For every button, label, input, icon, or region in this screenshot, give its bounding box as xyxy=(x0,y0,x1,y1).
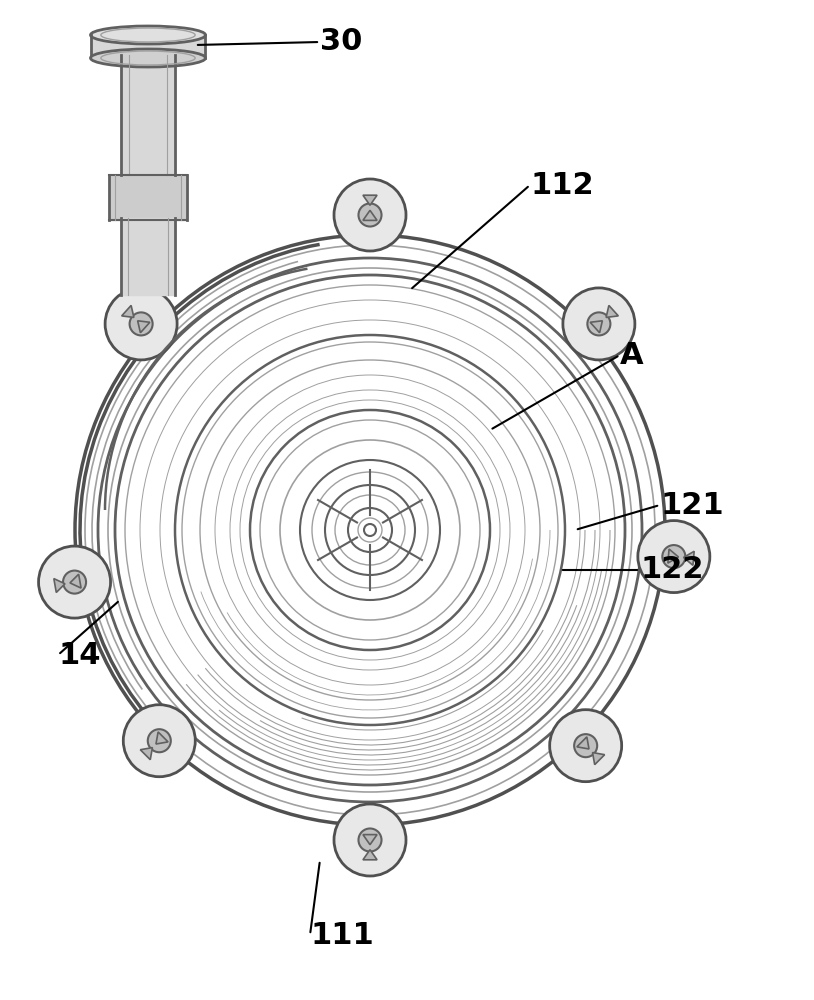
Text: 30: 30 xyxy=(320,27,362,56)
Circle shape xyxy=(63,571,86,594)
Text: 112: 112 xyxy=(530,170,593,200)
Polygon shape xyxy=(121,55,175,175)
Polygon shape xyxy=(593,753,605,765)
Circle shape xyxy=(663,545,685,568)
Circle shape xyxy=(588,312,610,335)
Circle shape xyxy=(334,804,406,876)
Polygon shape xyxy=(606,305,619,317)
Circle shape xyxy=(549,710,622,782)
Polygon shape xyxy=(70,574,81,588)
Polygon shape xyxy=(121,305,133,317)
Polygon shape xyxy=(363,850,377,860)
Polygon shape xyxy=(109,175,187,220)
Polygon shape xyxy=(363,210,377,220)
Circle shape xyxy=(148,729,171,752)
Circle shape xyxy=(123,705,195,777)
Circle shape xyxy=(38,546,111,618)
Polygon shape xyxy=(140,748,152,760)
Circle shape xyxy=(358,203,382,227)
Ellipse shape xyxy=(90,26,205,44)
Polygon shape xyxy=(667,549,679,563)
Polygon shape xyxy=(363,195,377,205)
Circle shape xyxy=(638,521,710,593)
Circle shape xyxy=(563,288,635,360)
Circle shape xyxy=(358,828,382,852)
Polygon shape xyxy=(121,218,175,295)
Polygon shape xyxy=(590,321,602,333)
Polygon shape xyxy=(91,35,205,58)
Polygon shape xyxy=(684,551,694,565)
Polygon shape xyxy=(156,732,168,744)
Text: A: A xyxy=(620,340,644,369)
Circle shape xyxy=(334,179,406,251)
Polygon shape xyxy=(54,579,65,592)
Circle shape xyxy=(105,288,177,360)
Text: 121: 121 xyxy=(660,490,724,520)
Circle shape xyxy=(574,734,597,757)
Text: 111: 111 xyxy=(310,920,374,950)
Text: 14: 14 xyxy=(58,641,100,670)
Circle shape xyxy=(129,312,153,335)
Polygon shape xyxy=(363,835,377,845)
Text: 122: 122 xyxy=(640,556,703,584)
Ellipse shape xyxy=(90,49,205,67)
Polygon shape xyxy=(577,737,589,749)
Polygon shape xyxy=(138,321,150,333)
